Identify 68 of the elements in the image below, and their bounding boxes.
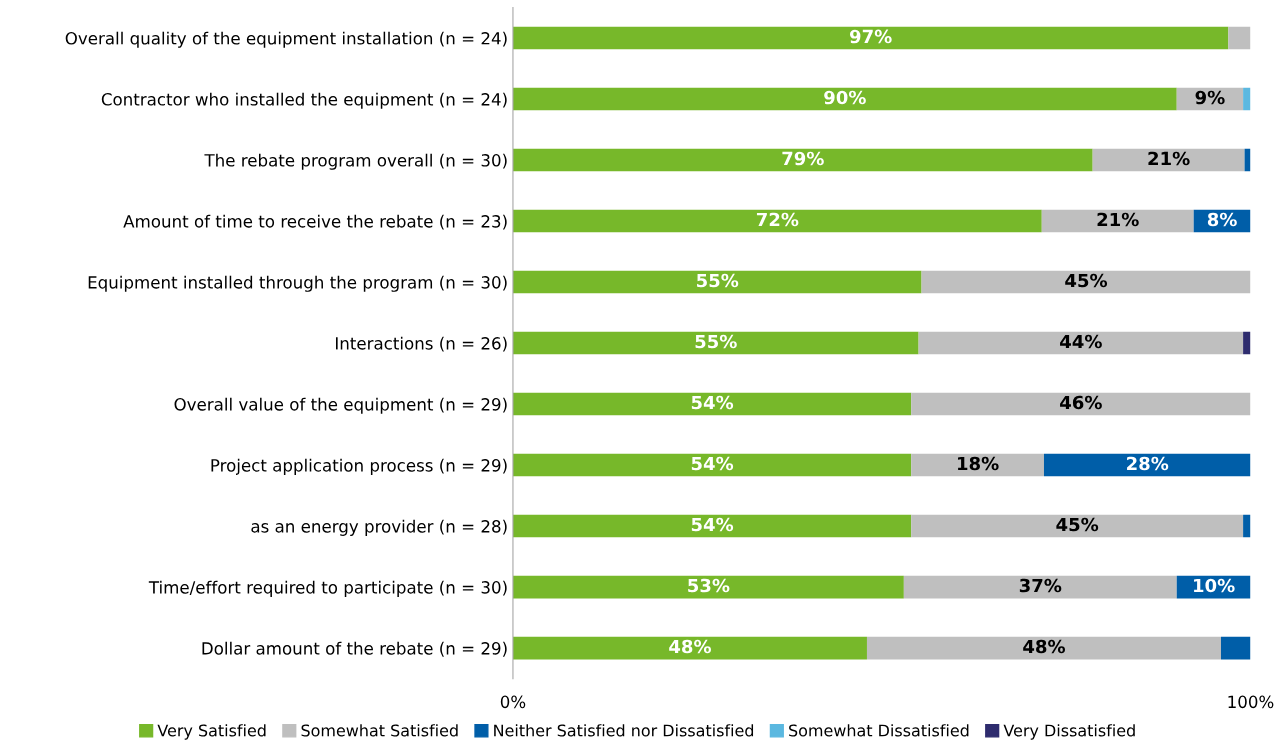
bar bbox=[911, 514, 1244, 538]
legend-label: Very Dissatisfied bbox=[1003, 724, 1135, 740]
x-tick-label: 0% bbox=[500, 695, 526, 709]
y-tick-label: Equipment installed through the program (n = 30) bbox=[88, 275, 507, 292]
bar bbox=[921, 270, 1251, 294]
data-label: 97% bbox=[849, 29, 892, 44]
bar bbox=[1092, 148, 1245, 172]
bar bbox=[1043, 453, 1251, 477]
data-label: 21% bbox=[1148, 151, 1190, 166]
data-label: 46% bbox=[1060, 395, 1102, 410]
data-label: 10% bbox=[1194, 578, 1235, 593]
y-tick-label: Contractor who installed the equipment (n = 24) bbox=[101, 92, 507, 109]
bar bbox=[1041, 209, 1194, 233]
y-tick-label: The rebate program overall (n = 30) bbox=[204, 153, 507, 170]
bar bbox=[903, 575, 1177, 599]
data-label: 18% bbox=[958, 456, 999, 471]
bar bbox=[866, 636, 1221, 660]
bar bbox=[512, 270, 922, 294]
bar bbox=[512, 331, 919, 355]
bar bbox=[512, 148, 1093, 172]
data-label: 9% bbox=[1195, 90, 1225, 105]
data-label: 45% bbox=[1056, 517, 1099, 532]
data-label: 21% bbox=[1097, 212, 1139, 227]
bar bbox=[1243, 87, 1251, 111]
bar bbox=[512, 575, 904, 599]
data-label: 79% bbox=[782, 151, 824, 166]
data-label: 48% bbox=[669, 639, 711, 654]
bar bbox=[1243, 514, 1251, 538]
y-tick-label: Time/effort required to participate (n = 30) bbox=[148, 580, 507, 597]
bar bbox=[512, 209, 1042, 233]
data-label: 53% bbox=[688, 578, 730, 593]
data-label: 54% bbox=[691, 517, 734, 532]
bar bbox=[512, 87, 1177, 111]
bar bbox=[1220, 636, 1251, 660]
y-tick-label: Amount of time to receive the rebate (n = 23) bbox=[123, 214, 507, 230]
legend-label: Somewhat Dissatisfied bbox=[789, 724, 969, 737]
bar bbox=[1243, 331, 1251, 355]
data-label: 37% bbox=[1019, 578, 1062, 593]
bar bbox=[512, 392, 912, 416]
data-label: 55% bbox=[695, 334, 737, 349]
y-tick-label: Project application process (n = 29) bbox=[211, 458, 507, 475]
bar bbox=[911, 453, 1044, 477]
data-label: 28% bbox=[1127, 456, 1169, 471]
y-tick-label: Overall value of the equipment (n = 29) bbox=[174, 397, 507, 414]
data-label: 72% bbox=[756, 212, 799, 227]
y-tick-label: Overall quality of the equipment installation (n = 24) bbox=[65, 31, 507, 48]
legend-label: Very Satisfied bbox=[157, 724, 266, 740]
bar bbox=[512, 453, 912, 477]
y-tick-label: Interactions (n = 26) bbox=[335, 336, 507, 352]
data-label: 54% bbox=[691, 395, 734, 410]
bar bbox=[918, 331, 1244, 355]
bar bbox=[512, 636, 867, 660]
y-tick-label: as an energy provider (n = 28) bbox=[251, 519, 507, 536]
legend-label: Neither Satisfied nor Dissatisfied bbox=[494, 724, 754, 737]
y-tick-label: Dollar amount of the rebate (n = 29) bbox=[202, 641, 507, 657]
data-label: 45% bbox=[1065, 273, 1108, 288]
data-label: 55% bbox=[697, 273, 739, 288]
data-label: 48% bbox=[1023, 639, 1066, 654]
data-label: 90% bbox=[824, 90, 866, 105]
data-label: 8% bbox=[1207, 212, 1237, 227]
data-label: 44% bbox=[1060, 334, 1102, 349]
bar bbox=[911, 392, 1251, 416]
data-label: 54% bbox=[691, 456, 734, 471]
bar bbox=[512, 26, 1229, 50]
bar bbox=[1228, 26, 1251, 50]
x-tick-label: 100% bbox=[1228, 695, 1274, 709]
legend-label: Somewhat Satisfied bbox=[301, 724, 458, 737]
bar bbox=[512, 514, 912, 538]
